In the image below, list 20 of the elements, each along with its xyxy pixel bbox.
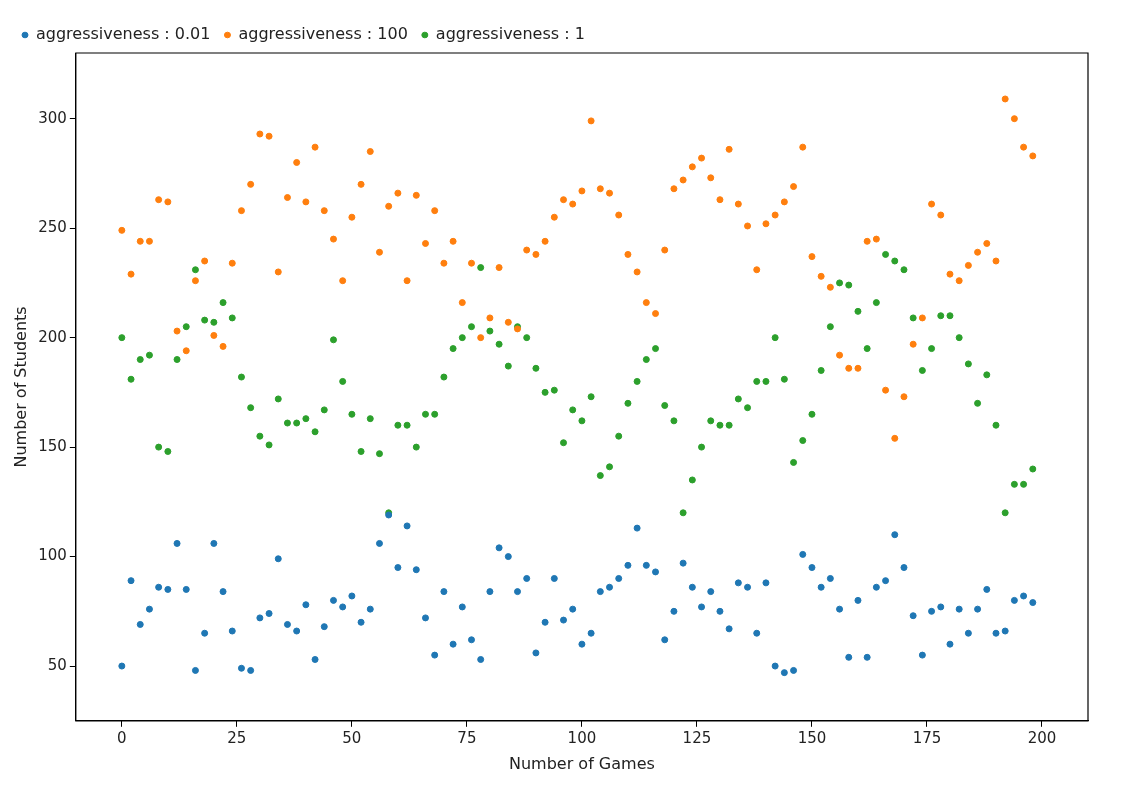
x-tick-label: 0 [117, 728, 127, 747]
x-tick-label: 100 [567, 728, 597, 747]
x-tick-label: 25 [227, 728, 247, 747]
y-tick-label: 150 [38, 437, 67, 455]
x-tick-label: 200 [1027, 728, 1057, 747]
y-tick-label: 300 [38, 108, 67, 127]
x-tick-label: 175 [912, 728, 942, 747]
x-tick-label: 150 [797, 728, 827, 747]
x-tick-label: 75 [457, 728, 477, 747]
x-tick-label: 50 [342, 728, 362, 747]
y-tick-label: 100 [38, 546, 67, 565]
legend-label: aggressiveness : 0.01 [36, 24, 211, 44]
legend-label: aggressiveness : 100 [238, 24, 408, 44]
x-tick-label: 125 [682, 728, 712, 747]
y-tick-label: 200 [38, 327, 67, 346]
x-axis-title: Number of Games [508, 753, 655, 773]
y-tick-label: 250 [38, 218, 67, 237]
y-axis-title: Number of Students [10, 306, 30, 468]
y-tick-label: 50 [47, 655, 67, 674]
legend-label: aggressiveness : 1 [435, 24, 585, 44]
